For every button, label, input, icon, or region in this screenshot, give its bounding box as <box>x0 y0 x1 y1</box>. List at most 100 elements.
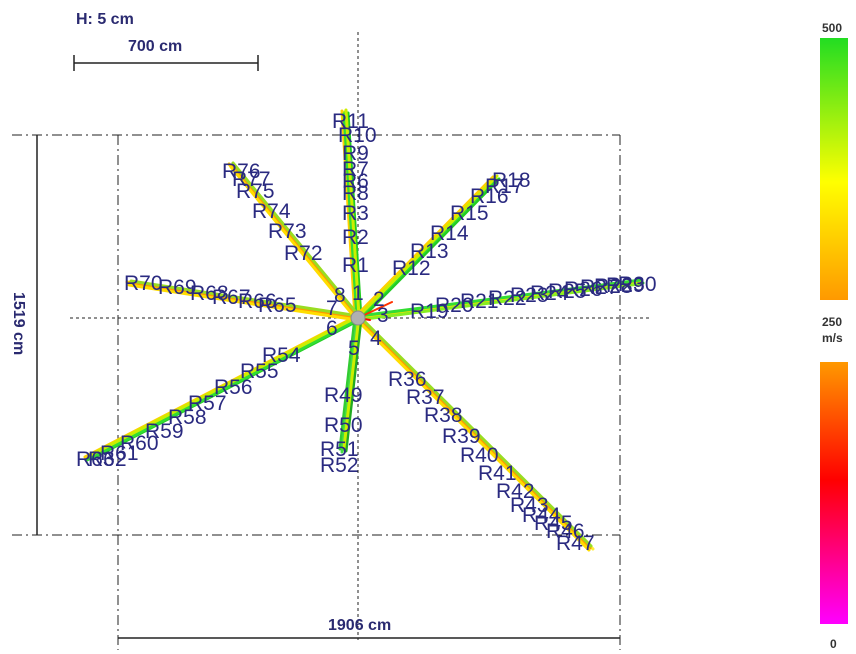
sensor-label: R76 <box>222 160 261 183</box>
sensor-label: R77 <box>232 168 271 191</box>
sensor-label: 6 <box>326 317 338 340</box>
sensor-label: R15 <box>450 202 489 225</box>
sensor-label: 4 <box>370 327 382 350</box>
sensor-label: R23 <box>510 284 549 307</box>
sensor-label: R59 <box>145 420 184 443</box>
sensor-label: 2 <box>373 288 385 311</box>
sensor-ray <box>344 317 363 453</box>
sensor-label: R18 <box>492 169 531 192</box>
sensor-label: R1 <box>342 254 369 277</box>
sensor-ray <box>340 109 357 319</box>
sensor-label: R75 <box>236 180 275 203</box>
sensor-label: R55 <box>240 360 279 383</box>
sensor-label: R45 <box>534 512 573 535</box>
legend-bar-lower <box>820 362 848 624</box>
sensor-label: 1 <box>352 282 364 305</box>
sensor-label: R37 <box>406 386 445 409</box>
sensor-label: R13 <box>410 240 449 263</box>
sensor-ray <box>229 165 359 322</box>
legend-mid-label: 250 <box>822 315 842 329</box>
sensor-label: R11 <box>332 110 369 133</box>
sensor-label: R9 <box>342 142 369 165</box>
sensor-label: R62 <box>88 448 127 471</box>
sensor-ray <box>357 314 593 548</box>
sensor-label: R46 <box>546 520 585 543</box>
sensor-ray <box>230 163 360 320</box>
sensor-label: R26 <box>564 278 603 301</box>
sensor-label: R74 <box>252 200 291 223</box>
sensor-ray <box>357 278 643 318</box>
sensor-ray <box>356 280 642 320</box>
sensor-label: R24 <box>530 282 569 305</box>
sensor-label: R43 <box>510 494 549 517</box>
sensor-ray <box>129 279 361 318</box>
sensor-label: R72 <box>284 242 323 265</box>
sensor-label: R36 <box>388 368 427 391</box>
scale-bar <box>73 55 259 71</box>
sensor-label: R50 <box>324 414 363 437</box>
sensor-label: R63 <box>76 448 115 471</box>
sensor-ray <box>127 283 359 322</box>
sensor-ray <box>355 318 591 552</box>
sensor-label: R68 <box>190 282 229 305</box>
sensor-label: R69 <box>158 276 197 299</box>
depth-label: 1519 cm <box>10 292 27 355</box>
legend-unit-label: m/s <box>822 331 843 345</box>
sensor-label: R65 <box>258 294 297 317</box>
sensor-label: R57 <box>188 392 227 415</box>
sensor-ray <box>85 318 359 462</box>
legend-min-label: 0 <box>830 637 837 651</box>
sensor-ray <box>231 161 361 318</box>
sensor-label: 7 <box>326 297 338 320</box>
sensor-label: R17 <box>485 175 524 198</box>
sensor-label: R21 <box>460 290 499 313</box>
sensor-label: R61 <box>100 442 139 465</box>
scale-bar-label: 700 cm <box>128 38 182 55</box>
sensor-ray <box>338 315 357 451</box>
sensor-label: R42 <box>496 480 535 503</box>
sensor-label: R25 <box>548 280 587 303</box>
sensor-label: R22 <box>488 287 527 310</box>
sensor-ray <box>356 316 592 550</box>
sensor-label: R29 <box>606 274 645 297</box>
legend-bar-upper <box>820 38 848 300</box>
sensor-label: R19 <box>410 300 449 323</box>
sensor-label: R30 <box>618 273 657 296</box>
sensor-label: R27 <box>580 276 619 299</box>
sensor-label: R2 <box>342 226 369 249</box>
sensor-label: R38 <box>424 404 463 427</box>
sensor-label: R41 <box>478 462 517 485</box>
sensor-label: R6 <box>342 170 369 193</box>
height-label: H: 5 cm <box>76 11 134 28</box>
sensor-label: R3 <box>342 202 369 225</box>
sensor-ray <box>128 281 360 320</box>
sensor-label: R51 <box>320 438 359 461</box>
sensor-label: R7 <box>342 158 369 181</box>
sensor-label: R70 <box>124 272 163 295</box>
sensor-label: 8 <box>334 284 346 307</box>
legend-max-label: 500 <box>822 21 842 35</box>
sensor-rays <box>83 108 645 552</box>
sensor-label: R14 <box>430 222 469 245</box>
sensor-ray <box>342 314 361 450</box>
sensor-label: R67 <box>212 286 251 309</box>
sensor-ray <box>359 177 501 321</box>
sensor-label: R56 <box>214 376 253 399</box>
sensor-ray <box>340 318 359 454</box>
sensor-ray <box>346 111 363 321</box>
sensor-label: R66 <box>238 290 277 313</box>
sensor-label: R40 <box>460 444 499 467</box>
sensor-label: R16 <box>470 185 509 208</box>
sensor-ray <box>355 282 641 322</box>
sensor-label: R39 <box>442 425 481 448</box>
center-source-marker <box>350 310 366 326</box>
sensor-label: R8 <box>342 182 369 205</box>
sensor-label: R49 <box>324 384 363 407</box>
sensor-label: R60 <box>120 432 159 455</box>
sensor-ray <box>342 112 359 322</box>
width-label: 1906 cm <box>328 617 391 634</box>
sensor-label: R10 <box>338 124 377 147</box>
sensor-label: R12 <box>392 257 431 280</box>
